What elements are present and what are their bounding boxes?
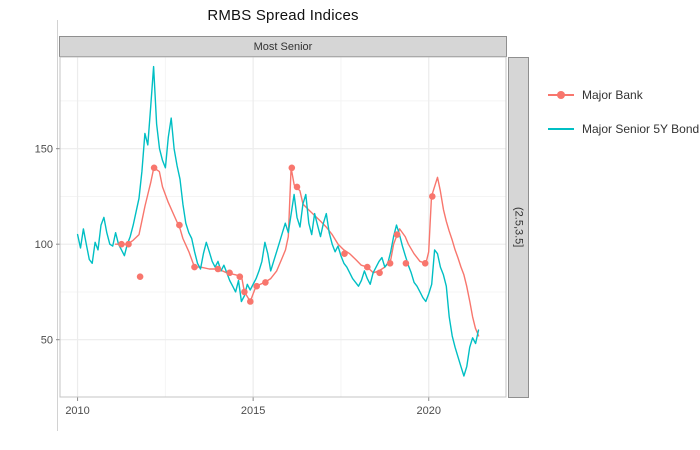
data-point-marker [429, 193, 436, 200]
data-point-marker [293, 183, 301, 191]
data-point-marker [262, 279, 269, 286]
chart-title: RMBS Spread Indices [207, 7, 359, 24]
data-point-marker [386, 260, 394, 267]
legend-key-line [548, 128, 574, 130]
data-point-marker [236, 273, 244, 281]
data-point-marker [393, 231, 401, 238]
legend-label-major-bank: Major Bank [582, 88, 643, 102]
panel-background [60, 57, 506, 397]
data-point-marker [288, 164, 296, 172]
legend-key-line-dot [548, 89, 574, 101]
y-tick-label: 150 [35, 144, 53, 156]
data-point-marker [421, 260, 429, 267]
legend: Major Bank Major Senior 5Y Bond [548, 88, 699, 156]
data-point-marker [136, 273, 144, 281]
legend-item-major-senior-5y-bond: Major Senior 5Y Bond [548, 122, 699, 136]
data-point-marker [376, 269, 383, 277]
facet-strip-right-label: (2.5,3.5] [512, 207, 525, 248]
data-point-marker [150, 164, 158, 172]
y-tick-label: 100 [35, 239, 53, 251]
series-line-major-bank [114, 167, 480, 337]
data-point-marker [226, 269, 233, 277]
data-point-marker [402, 260, 410, 267]
data-point-marker [253, 282, 260, 290]
series-line-major-senior-5y-bond [76, 65, 480, 377]
data-point-marker [176, 221, 183, 229]
x-tick-label: 2020 [416, 405, 440, 417]
data-point-marker [191, 263, 198, 271]
data-point-marker [214, 265, 222, 273]
x-tick-label: 2010 [65, 405, 89, 417]
panel-border [59, 56, 507, 398]
y-tick-label: 50 [41, 335, 53, 347]
data-point-marker [341, 250, 348, 257]
x-tick-label: 2015 [241, 405, 265, 417]
legend-key-line-only [548, 123, 574, 135]
legend-item-major-bank: Major Bank [548, 88, 699, 102]
data-point-marker [118, 240, 125, 248]
legend-label-major-senior-5y-bond: Major Senior 5Y Bond [582, 122, 700, 136]
data-point-marker [247, 298, 254, 305]
data-point-marker [125, 240, 132, 248]
facet-strip-right: (2.5,3.5] [508, 57, 529, 398]
legend-key-dot [557, 91, 565, 99]
data-point-marker [241, 288, 248, 296]
data-point-marker [364, 263, 371, 271]
facet-strip-top-label: Most Senior [253, 40, 313, 53]
figure-left-border [57, 20, 58, 431]
